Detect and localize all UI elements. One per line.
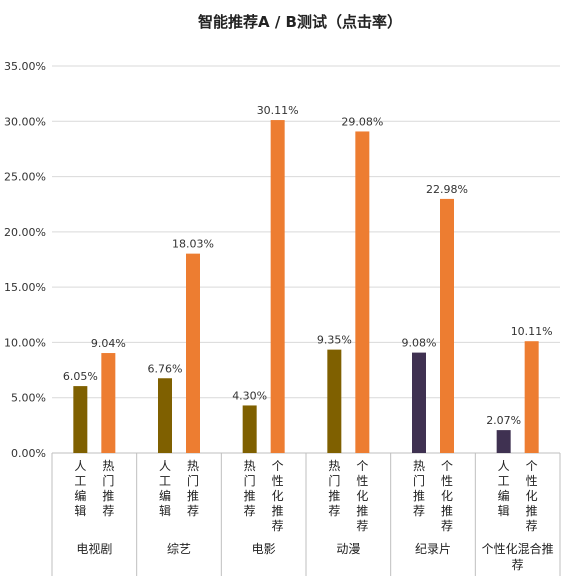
data-label: 4.30% <box>232 389 267 402</box>
bar-sub-label: 辑 <box>74 504 86 518</box>
y-tick-label: 35.00% <box>4 60 46 73</box>
bar-sub-label: 荐 <box>102 504 114 518</box>
data-label: 6.76% <box>148 362 183 375</box>
bar-sub-label: 辑 <box>498 504 510 518</box>
bar <box>270 120 285 453</box>
y-tick-label: 10.00% <box>4 336 46 349</box>
chart-title: 智能推荐A / B测试（点击率） <box>198 13 402 31</box>
y-tick-label: 0.00% <box>11 447 46 460</box>
bar <box>355 131 370 453</box>
data-label: 30.11% <box>257 104 299 117</box>
category-label: 个性化混合推 <box>482 541 554 556</box>
bar <box>242 405 257 453</box>
bar-sub-label: 性 <box>526 474 538 488</box>
bar <box>101 353 116 453</box>
bar-sub-label: 热 <box>187 459 199 473</box>
bar-sub-label: 热 <box>328 459 340 473</box>
data-label: 6.05% <box>63 370 98 383</box>
data-label: 29.08% <box>341 115 383 128</box>
data-label: 9.08% <box>402 337 437 350</box>
bar-sub-label: 性 <box>272 474 284 488</box>
bar-sub-label: 个 <box>441 459 453 473</box>
bar-sub-label: 推 <box>441 504 453 518</box>
bar-sub-label: 编 <box>159 488 171 503</box>
data-label: 22.98% <box>426 183 468 196</box>
bar-sub-label: 推 <box>272 504 284 518</box>
category-label: 荐 <box>512 558 524 572</box>
bar-sub-label: 门 <box>102 473 114 488</box>
category-label: 电视剧 <box>76 541 112 556</box>
bar-sub-label: 门 <box>413 473 425 488</box>
bar-sub-label: 个 <box>526 459 538 473</box>
bar-sub-label: 化 <box>356 489 368 503</box>
bar-sub-label: 辑 <box>159 504 171 518</box>
category-label: 电影 <box>252 542 276 556</box>
y-tick-label: 15.00% <box>4 281 46 294</box>
bar-sub-label: 化 <box>441 489 453 503</box>
bar-sub-label: 推 <box>526 504 538 518</box>
bar <box>186 253 200 453</box>
bar-sub-label: 推 <box>244 489 256 503</box>
bar-sub-label: 推 <box>102 489 114 503</box>
bar-sub-label: 个 <box>272 459 284 473</box>
bar <box>412 352 426 453</box>
bar-sub-label: 化 <box>272 489 284 503</box>
bar-sub-label: 门 <box>187 473 199 488</box>
category-label: 纪录片 <box>415 542 451 556</box>
bar-sub-label: 推 <box>413 489 425 503</box>
bar <box>496 430 511 453</box>
bar-sub-label: 荐 <box>328 504 340 518</box>
bar <box>524 341 539 453</box>
bar-sub-label: 荐 <box>187 504 199 518</box>
bar-sub-label: 个 <box>356 459 368 473</box>
bar-sub-label: 推 <box>356 504 368 518</box>
bar-sub-label: 门 <box>244 473 256 488</box>
bar-sub-label: 推 <box>328 489 340 503</box>
bar-sub-label: 荐 <box>413 504 425 518</box>
category-label: 综艺 <box>167 542 191 556</box>
bar-sub-label: 推 <box>187 489 199 503</box>
bar <box>158 378 172 453</box>
bar-sub-label: 性 <box>441 474 453 488</box>
data-label: 9.35% <box>317 334 352 347</box>
bar-sub-label: 编 <box>498 488 510 503</box>
bar-sub-label: 热 <box>244 459 256 473</box>
bar-sub-label: 工 <box>74 474 86 488</box>
bar-sub-label: 热 <box>102 459 114 473</box>
bar-sub-label: 热 <box>413 459 425 473</box>
data-label: 18.03% <box>172 238 214 251</box>
y-tick-label: 20.00% <box>4 226 46 239</box>
bar-sub-label: 人 <box>159 459 171 473</box>
bar <box>327 349 342 453</box>
bar-sub-label: 性 <box>356 474 368 488</box>
bar-sub-label: 荐 <box>441 519 453 533</box>
bar <box>73 386 88 453</box>
bar-sub-label: 门 <box>328 473 340 488</box>
bar-sub-label: 化 <box>526 489 538 503</box>
bar-sub-label: 荐 <box>356 519 368 533</box>
bar-sub-label: 编 <box>74 488 86 503</box>
y-tick-label: 25.00% <box>4 171 46 184</box>
bar <box>440 198 454 453</box>
bar-sub-label: 工 <box>159 474 171 488</box>
bar-sub-label: 荐 <box>526 519 538 533</box>
y-tick-label: 5.00% <box>11 392 46 405</box>
bar-sub-label: 人 <box>74 459 86 473</box>
bar-sub-label: 荐 <box>272 519 284 533</box>
category-label: 动漫 <box>336 542 360 556</box>
data-label: 10.11% <box>511 325 553 338</box>
bar-sub-label: 人 <box>498 459 510 473</box>
data-label: 2.07% <box>486 414 521 427</box>
bar-sub-label: 工 <box>498 474 510 488</box>
y-tick-label: 30.00% <box>4 115 46 128</box>
bar-sub-label: 荐 <box>244 504 256 518</box>
data-label: 9.04% <box>91 337 126 350</box>
